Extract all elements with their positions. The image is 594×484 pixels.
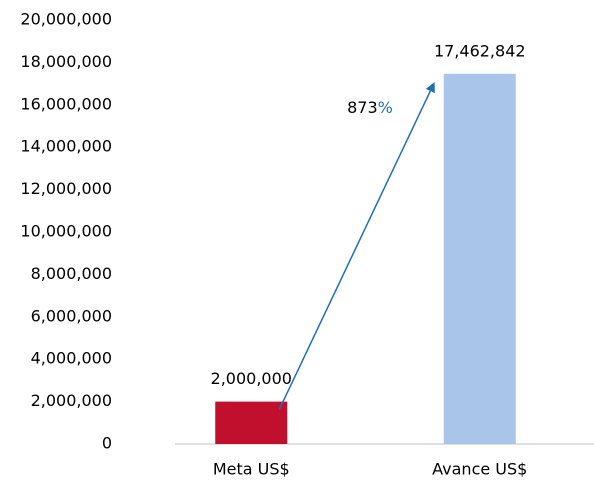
bar [215,401,288,444]
y-tick-label: 6,000,000 [31,306,112,325]
y-tick-label: 18,000,000 [20,52,112,71]
y-tick-label: 0 [102,434,112,453]
x-tick-label: Avance US$ [432,460,527,479]
value-label: 17,462,842 [434,41,526,60]
y-tick-label: 20,000,000 [20,10,112,29]
x-tick-label: Meta US$ [213,460,290,479]
bar [443,73,516,444]
y-tick-label: 8,000,000 [31,264,112,283]
y-tick-label: 16,000,000 [20,94,112,113]
growth-arrow [278,81,435,410]
y-tick-label: 14,000,000 [20,137,112,156]
y-tick-label: 10,000,000 [20,222,112,241]
annotation: 873% [347,98,393,117]
y-tick-label: 12,000,000 [20,179,112,198]
value-label: 2,000,000 [211,369,292,388]
annotation-unit: % [378,98,393,117]
annotation-number: 873 [347,98,378,117]
y-tick-label: 4,000,000 [31,349,112,368]
y-tick-label: 2,000,000 [31,391,112,410]
